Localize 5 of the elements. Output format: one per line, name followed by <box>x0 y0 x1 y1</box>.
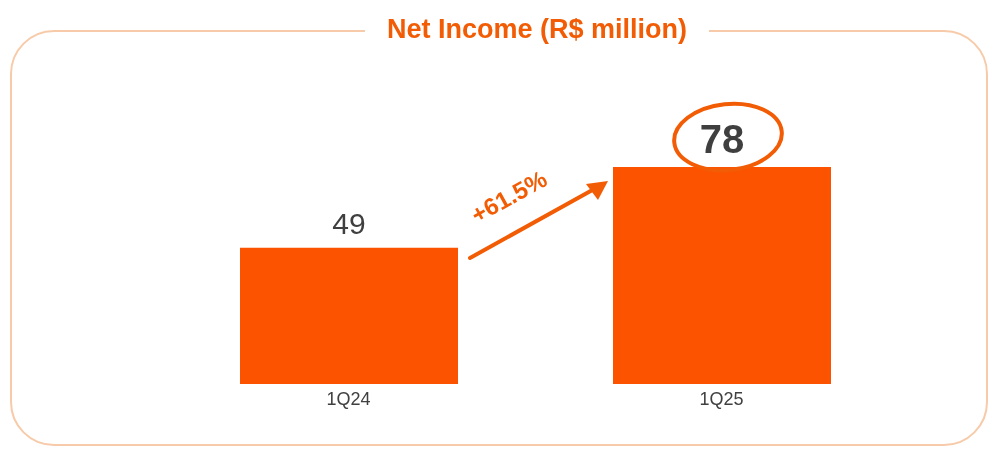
chart-title: Net Income (R$ million) <box>364 14 710 45</box>
data-label: 78 <box>699 117 745 161</box>
x-tick-label: 1Q24 <box>326 388 371 409</box>
data-label: 49 <box>332 206 366 240</box>
x-tick-label: 1Q25 <box>699 388 744 409</box>
